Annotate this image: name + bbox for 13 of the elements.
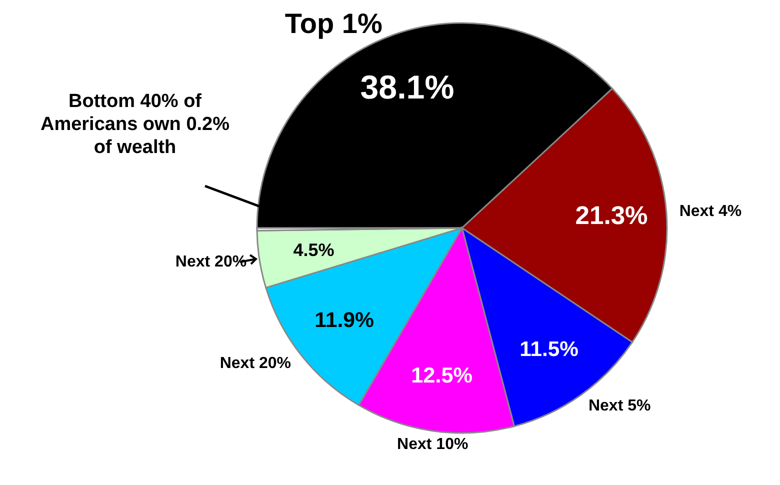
slice-label: Next 20% bbox=[220, 355, 292, 372]
data-label: 38.1% bbox=[360, 69, 454, 106]
data-label: 12.5% bbox=[411, 362, 472, 388]
data-label: 11.5% bbox=[520, 338, 579, 362]
slice-label: Next 5% bbox=[588, 398, 651, 415]
slice-label: Top 1% bbox=[284, 8, 382, 40]
text: Bottom 40% of Americans own 0.2% of wealth bbox=[39, 90, 231, 159]
data-label: 21.3% bbox=[575, 202, 648, 230]
slice-label: Next 4% bbox=[679, 202, 742, 220]
slice-label: Next 10% bbox=[397, 436, 468, 454]
data-label: 11.9% bbox=[314, 308, 374, 332]
data-label: 4.5% bbox=[293, 240, 334, 260]
slice-label: Next 20% bbox=[175, 253, 247, 270]
